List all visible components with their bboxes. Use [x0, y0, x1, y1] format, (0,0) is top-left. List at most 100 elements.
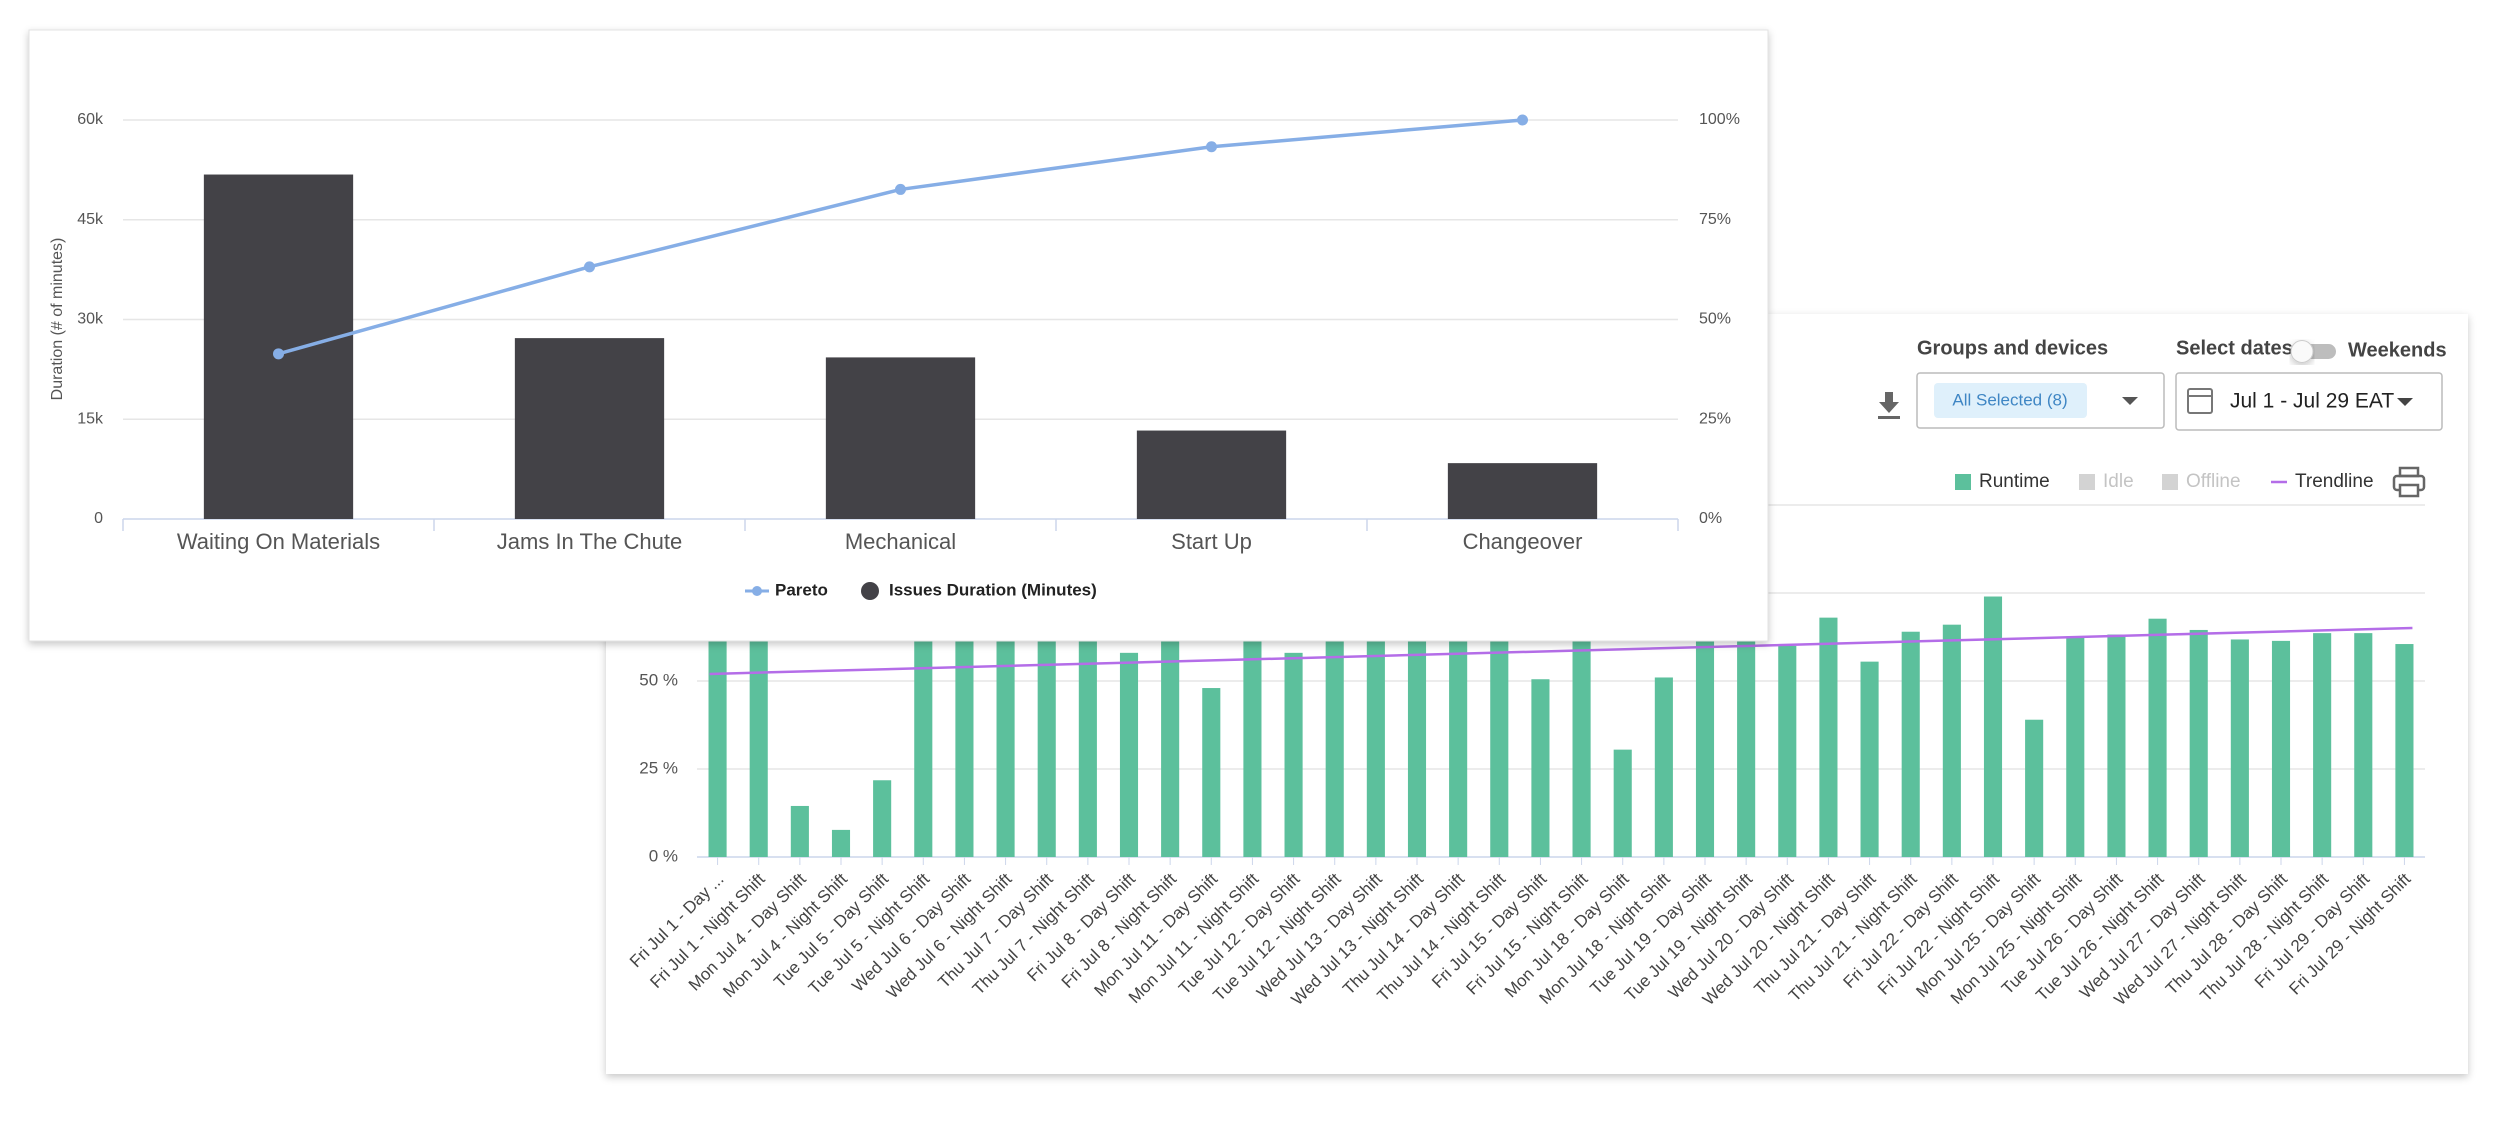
y2-tick-label: 50%: [1699, 311, 1731, 328]
bar: [2025, 719, 2044, 857]
bar: [2230, 639, 2249, 857]
bar: [1778, 645, 1797, 857]
bar: [831, 829, 851, 857]
x-tick-label: Jams In The Chute: [497, 529, 682, 554]
bar: [1243, 610, 1262, 857]
legend-symbol: [2162, 474, 2178, 490]
icon: [1878, 416, 1900, 419]
y2-tick-label: 0%: [1699, 510, 1722, 527]
legend-item[interactable]: Idle: [2079, 471, 2134, 492]
y2-tick-label: 100%: [1699, 111, 1740, 128]
bar: [749, 624, 768, 857]
date-box: [2175, 372, 2443, 431]
bar: [1078, 624, 1097, 857]
label: Select dates: [2176, 337, 2293, 359]
chip: [1934, 383, 2087, 418]
bar: [1447, 463, 1598, 519]
bar: [1531, 679, 1550, 857]
dropdown-arrow: [2397, 398, 2413, 406]
bar: [1407, 631, 1427, 857]
legend-symbol: [2079, 474, 2095, 490]
y-tick-label: 50 %: [639, 670, 678, 689]
icon: [2398, 483, 2420, 498]
y-tick-label: 60k: [77, 111, 104, 128]
bar: [2354, 633, 2373, 857]
label: Groups and devices: [1917, 337, 2108, 359]
legend-item[interactable]: Runtime: [1955, 471, 2050, 492]
bar: [1161, 628, 1180, 857]
bar: [1819, 617, 1838, 857]
weekends-toggle[interactable]: [2290, 340, 2336, 363]
label: Weekends: [2348, 339, 2447, 361]
bar: [955, 610, 974, 857]
bar: [1037, 628, 1056, 857]
bar: [1284, 652, 1303, 857]
legend-item[interactable]: Offline: [2162, 471, 2241, 492]
bar: [1737, 638, 1756, 857]
bar: [2148, 618, 2167, 857]
calendar-icon: [2187, 388, 2213, 414]
bar: [708, 628, 727, 857]
bar: [1901, 631, 1920, 857]
bar: [2271, 640, 2291, 857]
marker: [584, 261, 595, 273]
marker: [1206, 141, 1217, 153]
toggle-knob: [2290, 340, 2314, 363]
legend-label: Pareto: [775, 580, 828, 599]
bar: [1860, 661, 1879, 857]
bar: [873, 780, 892, 857]
bar: [1613, 749, 1632, 857]
icon: [1879, 392, 1899, 413]
date-value: Jul 1 - Jul 29 EAT: [2230, 390, 2394, 413]
legend-label: Runtime: [1979, 471, 2050, 492]
marker: [1517, 114, 1528, 126]
bar: [1136, 430, 1287, 519]
print-button[interactable]: [2392, 466, 2426, 498]
bar: [1325, 617, 1344, 857]
bar: [2189, 629, 2208, 857]
trendline: [709, 626, 2413, 676]
legend-item[interactable]: Trendline: [2271, 471, 2374, 492]
bar: [1572, 638, 1591, 857]
bar: [1695, 638, 1715, 857]
legend-item[interactable]: Issues Duration (Minutes): [861, 580, 1097, 600]
download-button[interactable]: [1878, 392, 1900, 419]
groups-dropdown[interactable]: All Selected (8): [1916, 372, 2165, 429]
dropdown-arrow: [2122, 397, 2138, 405]
y-tick-label: 25 %: [639, 758, 678, 777]
bar: [1490, 628, 1509, 857]
legend-label: Trendline: [2295, 471, 2374, 492]
bar: [203, 174, 354, 519]
y-tick-label: 45k: [77, 211, 104, 228]
marker: [895, 183, 906, 195]
bar: [825, 357, 976, 519]
legend-label: Offline: [2186, 471, 2241, 492]
bar: [2107, 634, 2126, 857]
bar: [1366, 624, 1385, 857]
marker: [273, 348, 284, 360]
bar: [996, 603, 1015, 857]
legend-label: Issues Duration (Minutes): [889, 580, 1097, 599]
bar: [1119, 652, 1139, 857]
filters: Groups and devices All Selected (8) Select…: [1878, 337, 2447, 431]
legend-symbol: [752, 586, 762, 596]
x-tick-label: Mechanical: [845, 529, 956, 554]
bar: [514, 338, 665, 519]
legend-item[interactable]: Pareto: [745, 580, 828, 599]
y-tick-label: 15k: [77, 410, 104, 427]
legend-label: Idle: [2103, 471, 2134, 492]
bar: [2395, 644, 2414, 857]
y-tick-label: 0: [94, 510, 103, 527]
x-tick-label: Waiting On Materials: [177, 529, 380, 554]
bar: [2066, 636, 2085, 857]
bar: [1449, 621, 1468, 857]
y-axis-title: Duration (# of minutes): [49, 238, 66, 401]
legend-symbol: [1955, 474, 1971, 490]
pareto-card: 0 15k 30k 45k 60k 0% 25% 50% 75% 100% Duration (# …: [28, 29, 1769, 642]
y-tick-label: 30k: [77, 311, 104, 328]
bar: [1942, 624, 1961, 857]
date-picker[interactable]: Jul 1 - Jul 29 EAT: [2175, 372, 2443, 431]
x-tick-label: Changeover: [1463, 529, 1583, 554]
